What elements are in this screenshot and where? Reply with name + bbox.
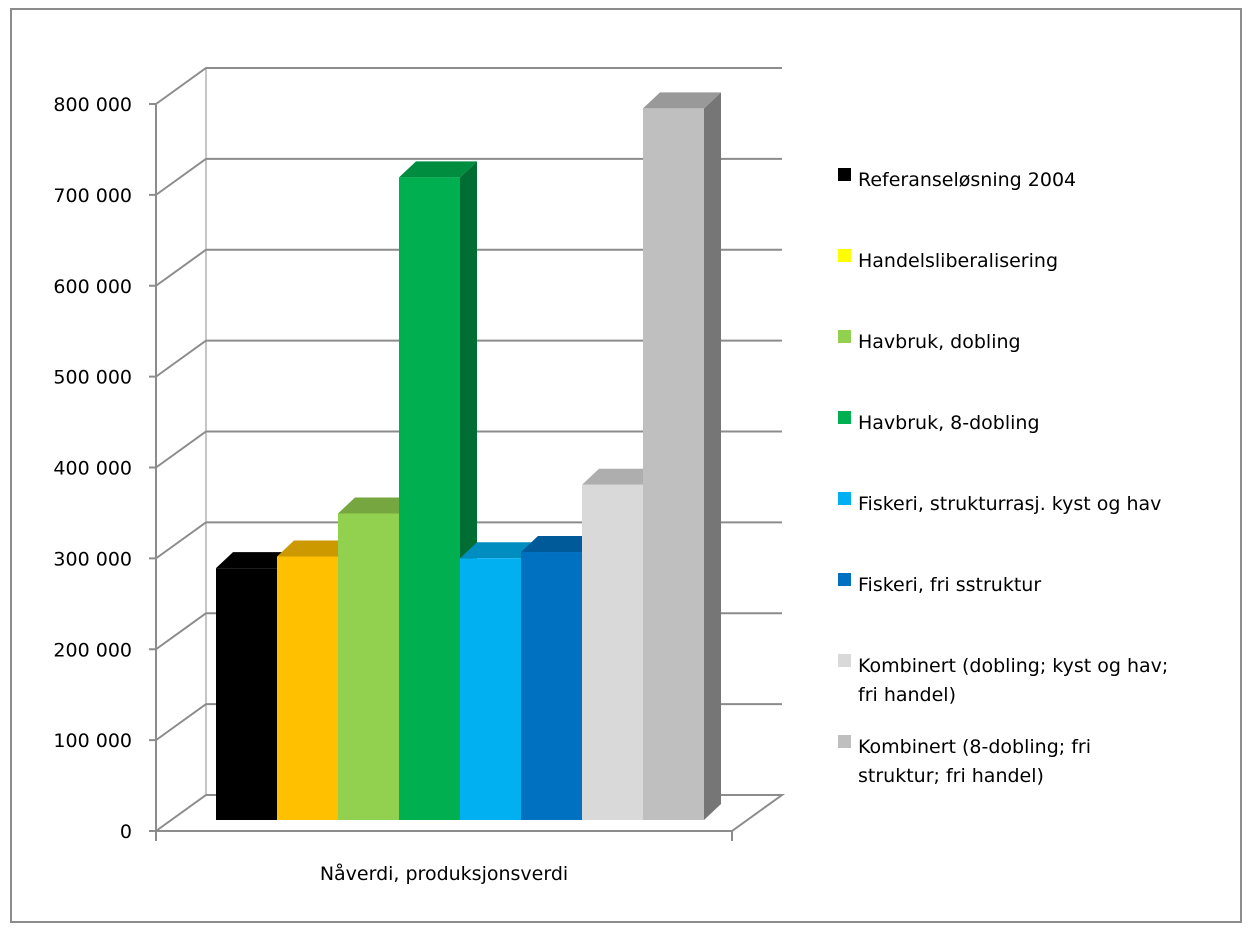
legend-label: Fiskeri, strukturrasj. kyst og hav — [858, 493, 1161, 515]
y-tick-label: 400 000 — [53, 458, 132, 480]
bar-top — [643, 92, 721, 109]
bar-front — [643, 108, 704, 820]
y-tick-label: 100 000 — [53, 730, 132, 752]
legend-label: Handelsliberalisering — [858, 250, 1058, 272]
bar-top — [338, 497, 416, 514]
bar-front — [338, 513, 399, 820]
y-tick-label: 0 — [120, 821, 132, 843]
bar — [643, 92, 721, 820]
y-tick-label: 500 000 — [53, 367, 132, 389]
y-tick-label: 600 000 — [53, 276, 132, 298]
legend: Referanseløsning 2004 Handelsliberaliseri… — [838, 168, 1168, 787]
legend-item: Referanseløsning 2004 — [838, 168, 1076, 191]
bar-side — [704, 92, 721, 820]
bar-front — [460, 558, 521, 820]
legend-swatch — [838, 654, 851, 667]
legend-label: Havbruk, 8-dobling — [858, 412, 1040, 434]
legend-label: Kombinert (8-dobling; fri — [858, 736, 1091, 758]
legend-swatch — [838, 492, 851, 505]
bar-top — [216, 552, 294, 569]
legend-item: Fiskeri, strukturrasj. kyst og hav — [838, 492, 1161, 515]
legend-item: Kombinert (8-dobling; fri struktur; fri h… — [838, 735, 1091, 787]
legend-swatch — [838, 735, 851, 748]
bar-front — [399, 177, 460, 821]
legend-label: Havbruk, dobling — [858, 331, 1021, 353]
bar-top — [460, 542, 538, 559]
legend-label: Referanseløsning 2004 — [858, 169, 1076, 191]
legend-item: Fiskeri, fri sstruktur — [838, 573, 1041, 596]
bar-top — [582, 468, 660, 485]
bar-top — [399, 161, 477, 178]
legend-item: Havbruk, 8-dobling — [838, 411, 1040, 434]
bar-front — [277, 556, 338, 820]
legend-item: Handelsliberalisering — [838, 249, 1058, 272]
legend-label: Fiskeri, fri sstruktur — [858, 574, 1041, 596]
legend-swatch — [838, 168, 851, 181]
bars-layer — [216, 92, 721, 821]
bar-front — [521, 552, 582, 820]
legend-label: fri handel) — [858, 684, 956, 706]
legend-item: Havbruk, dobling — [838, 330, 1021, 353]
bar-top — [277, 540, 355, 557]
bar-front — [216, 568, 277, 820]
y-tick-label: 800 000 — [53, 94, 132, 116]
y-tick-label: 200 000 — [53, 639, 132, 661]
legend-item: Kombinert (dobling; kyst og hav; fri hand… — [838, 654, 1168, 706]
legend-swatch — [838, 330, 851, 343]
y-tick-label: 300 000 — [53, 548, 132, 570]
bar-top — [521, 536, 599, 553]
x-category-label: Nåverdi, produksjonsverdi — [320, 862, 568, 885]
legend-swatch — [838, 573, 851, 586]
legend-swatch — [838, 411, 851, 424]
legend-label: struktur; fri handel) — [858, 765, 1044, 787]
labels-layer: 0 100 000 200 000 300 000 400 000 500 000 600 … — [53, 94, 568, 885]
y-tick-label: 700 000 — [53, 185, 132, 207]
legend-label: Kombinert (dobling; kyst og hav; — [858, 655, 1168, 677]
bar-front — [582, 484, 643, 820]
legend-swatch — [838, 249, 851, 262]
